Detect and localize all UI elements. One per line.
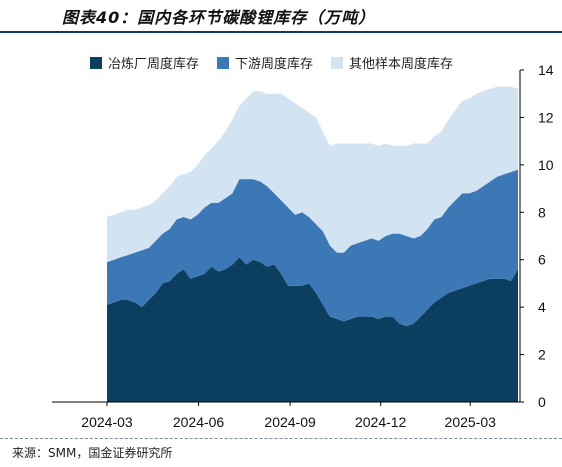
x-tick-label: 2024-03 bbox=[81, 414, 133, 430]
x-tick-label: 2024-06 bbox=[173, 414, 225, 430]
area-series-1 bbox=[107, 257, 518, 402]
y-tick-label: 6 bbox=[538, 252, 546, 268]
area-series-2 bbox=[107, 169, 518, 327]
x-tick-label: 2024-12 bbox=[355, 414, 407, 430]
source-divider bbox=[0, 438, 562, 440]
legend-swatch-other bbox=[331, 56, 344, 69]
chart-title: 图表40：国内各环节碳酸锂库存（万吨） bbox=[62, 8, 376, 27]
x-tick-label: 2025-03 bbox=[445, 414, 497, 430]
legend-label-downstream: 下游周度库存 bbox=[235, 57, 314, 72]
area-series-3 bbox=[107, 86, 518, 263]
legend-item-smelter: 冶炼厂周度库存 bbox=[90, 53, 199, 72]
y-tick-label: 8 bbox=[538, 204, 546, 220]
title-divider bbox=[0, 31, 562, 33]
y-tick-label: 2 bbox=[538, 347, 546, 363]
y-tick-label: 10 bbox=[538, 157, 554, 173]
legend-item-downstream: 下游周度库存 bbox=[217, 53, 313, 72]
legend-swatch-downstream bbox=[217, 56, 230, 69]
legend-swatch-smelter bbox=[90, 56, 102, 69]
y-tick-label: 4 bbox=[538, 299, 546, 315]
y-tick-label: 14 bbox=[538, 62, 554, 78]
y-tick-label: 12 bbox=[538, 109, 554, 125]
legend-item-other: 其他样本周度库存 bbox=[331, 53, 453, 72]
legend-label-smelter: 冶炼厂周度库存 bbox=[108, 57, 200, 72]
x-tick-label: 2024-09 bbox=[264, 414, 316, 430]
source-note: 来源：SMM，国金证券研究所 bbox=[12, 446, 173, 460]
y-tick-label: 0 bbox=[538, 394, 546, 410]
legend: 冶炼厂周度库存 下游周度库存 其他样本周度库存 bbox=[90, 53, 453, 72]
legend-label-other: 其他样本周度库存 bbox=[349, 57, 454, 72]
